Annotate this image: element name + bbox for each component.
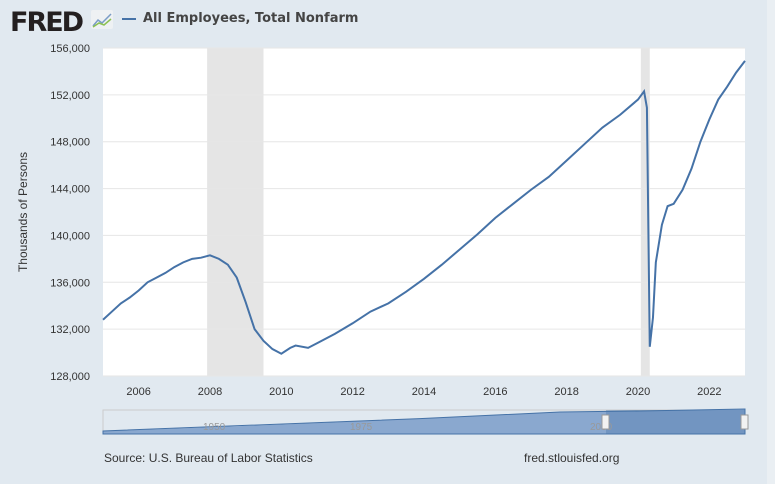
site-link[interactable]: fred.stlouisfed.org [524, 451, 620, 465]
chart-logo-icon [91, 10, 113, 29]
fred-logo[interactable]: FRED [10, 7, 84, 38]
y-tick-label: 128,000 [50, 371, 90, 383]
navigator-selection [606, 410, 745, 434]
x-tick-label: 2012 [340, 386, 364, 398]
navigator-label: 2000 [590, 422, 613, 433]
y-tick-label: 148,000 [50, 137, 90, 149]
x-tick-label: 2014 [412, 386, 436, 398]
navigator-label: 1975 [350, 422, 373, 433]
x-tick-label: 2006 [126, 386, 150, 398]
recession-shading [640, 48, 650, 376]
x-tick-label: 2010 [269, 386, 293, 398]
y-tick-label: 156,000 [50, 43, 90, 55]
legend-item[interactable]: All Employees, Total Nonfarm [122, 11, 358, 26]
y-tick-label: 136,000 [50, 277, 90, 289]
scrollbar[interactable] [767, 0, 775, 484]
legend-swatch [122, 17, 136, 20]
navigator-handle[interactable] [601, 414, 610, 430]
x-tick-label: 2018 [554, 386, 578, 398]
series-line [102, 60, 746, 355]
recession-shading [207, 48, 264, 376]
y-axis-label: Thousands of Persons [16, 152, 30, 272]
source-text: Source: U.S. Bureau of Labor Statistics [104, 451, 313, 465]
y-tick-label: 152,000 [50, 90, 90, 102]
y-tick-label: 140,000 [50, 230, 90, 242]
navigator-area [102, 408, 746, 435]
x-tick-label: 2022 [697, 386, 721, 398]
x-tick-label: 2008 [198, 386, 222, 398]
navigator-label: 1950 [203, 422, 226, 433]
series-title: All Employees, Total Nonfarm [143, 11, 359, 26]
x-tick-label: 2020 [626, 386, 650, 398]
y-tick-label: 144,000 [50, 184, 90, 196]
x-tick-label: 2016 [483, 386, 507, 398]
navigator-handle[interactable] [740, 414, 749, 430]
y-tick-label: 132,000 [50, 324, 90, 336]
